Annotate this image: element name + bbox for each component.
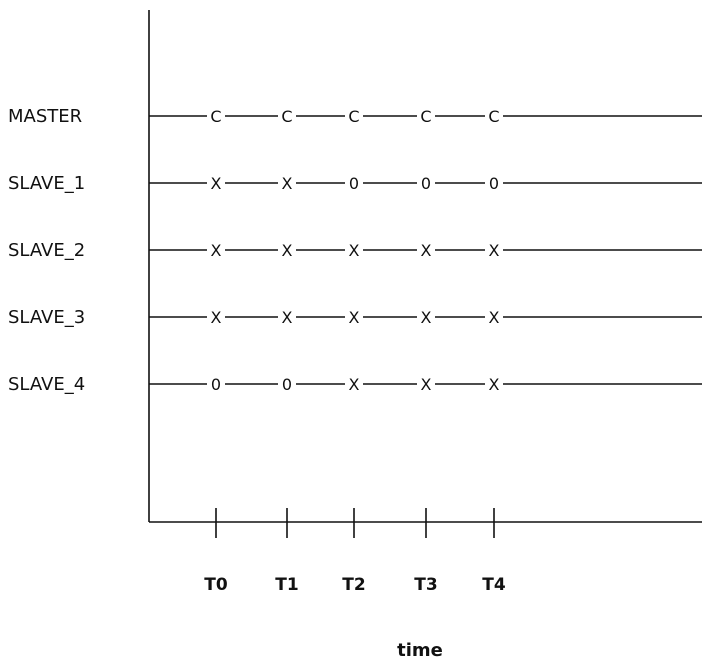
state-mark: 0 <box>282 375 292 394</box>
state-mark: X <box>421 375 432 394</box>
signal-label: SLAVE_2 <box>8 240 85 261</box>
time-axis-caption: time <box>397 640 443 661</box>
state-mark: X <box>489 241 500 260</box>
time-tick-label: T3 <box>414 575 437 595</box>
signal-row: SLAVE_1 X X 0 0 0 <box>8 173 702 194</box>
time-tick-label: T4 <box>482 575 506 595</box>
signal-label: SLAVE_1 <box>8 173 85 194</box>
state-mark: X <box>421 308 432 327</box>
time-tick-label: T2 <box>342 575 365 595</box>
state-mark: X <box>349 375 360 394</box>
signal-row: SLAVE_4 0 0 X X X <box>8 374 702 395</box>
state-mark: 0 <box>421 174 431 193</box>
signal-label: SLAVE_4 <box>8 374 85 395</box>
state-mark: X <box>211 174 222 193</box>
state-mark: X <box>282 174 293 193</box>
state-mark: C <box>420 107 431 126</box>
state-mark: C <box>348 107 359 126</box>
state-mark: X <box>282 308 293 327</box>
signal-label: MASTER <box>8 106 82 127</box>
state-mark: X <box>489 375 500 394</box>
time-tick-label: T0 <box>204 575 228 595</box>
state-mark: X <box>349 241 360 260</box>
state-mark: C <box>488 107 499 126</box>
state-mark: X <box>211 241 222 260</box>
signal-row: SLAVE_3 X X X X X <box>8 307 702 328</box>
state-mark: C <box>281 107 292 126</box>
state-mark: 0 <box>349 174 359 193</box>
signal-row: SLAVE_2 X X X X X <box>8 240 702 261</box>
state-mark: X <box>282 241 293 260</box>
signal-row: MASTER C C C C C <box>8 106 702 127</box>
signal-label: SLAVE_3 <box>8 307 85 328</box>
state-mark: X <box>489 308 500 327</box>
state-mark: 0 <box>211 375 221 394</box>
time-tick-label: T1 <box>275 575 298 595</box>
time-ticks: T0 T1 T2 T3 T4 <box>204 508 506 595</box>
state-mark: X <box>349 308 360 327</box>
state-mark: X <box>211 308 222 327</box>
state-mark: 0 <box>489 174 499 193</box>
state-mark: X <box>421 241 432 260</box>
state-mark: C <box>210 107 221 126</box>
